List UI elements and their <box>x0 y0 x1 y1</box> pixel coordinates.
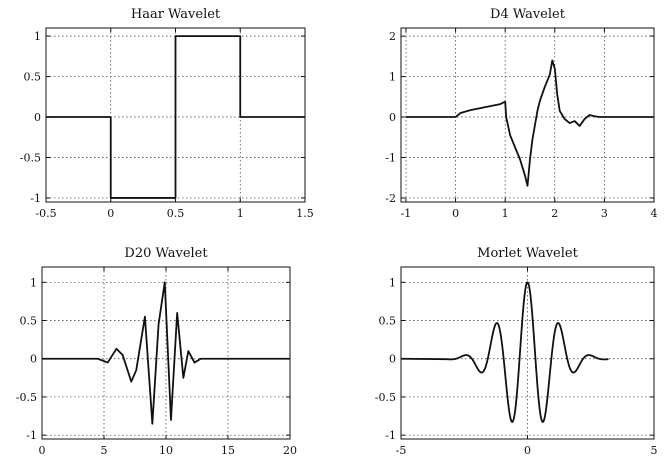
morlet-y-tick-label: -1 <box>385 429 396 442</box>
haar-y-tick-label: -1 <box>30 192 41 205</box>
d20-x-tick-label: 0 <box>39 444 46 457</box>
d20-y-tick-label: -0.5 <box>16 391 37 404</box>
morlet-x-tick-label: 5 <box>651 444 658 457</box>
d20-chart-title: D20 Wavelet <box>124 246 208 261</box>
d4-x-tick-label: 4 <box>651 207 658 220</box>
d4-y-tick-label: -1 <box>385 151 396 164</box>
morlet-chart-title: Morlet Wavelet <box>477 246 578 261</box>
morlet-chart: -5 0 5 1 0.5 0 -0.5 -1 Morlet Wavelet <box>375 246 658 457</box>
d4-x-tick-label: -1 <box>401 207 412 220</box>
d4-chart: -1 0 1 2 3 4 2 1 0 -1 -2 D4 Wavelet <box>385 7 657 220</box>
d4-plot-frame <box>400 27 655 203</box>
d20-x-tick-label: 20 <box>283 444 297 457</box>
d20-chart: 0 5 10 15 20 1 0.5 0 -0.5 -1 D20 Wavelet <box>16 246 297 457</box>
morlet-series-line <box>400 281 609 423</box>
d4-x-tick-label: 2 <box>551 207 558 220</box>
morlet-y-tick-label: 0 <box>389 353 396 366</box>
d20-x-tick-label: 10 <box>159 444 173 457</box>
d4-chart-title: D4 Wavelet <box>490 7 566 22</box>
haar-y-tick-label: 0.5 <box>24 71 42 84</box>
d4-x-tick-label: 3 <box>601 207 608 220</box>
d20-y-tick-label: 1 <box>30 276 37 289</box>
d20-y-tick-label: 0 <box>30 353 37 366</box>
morlet-y-tick-label: 1 <box>389 276 396 289</box>
d4-y-tick-label: 1 <box>389 71 396 84</box>
d4-y-tick-label: 2 <box>389 30 396 43</box>
haar-y-tick-label: 1 <box>34 30 41 43</box>
haar-x-tick-label: 1 <box>237 207 244 220</box>
morlet-x-tick-label: -5 <box>396 444 407 457</box>
d20-series-line <box>42 281 290 425</box>
haar-y-tick-label: 0 <box>34 111 41 124</box>
d20-y-tick-label: 0.5 <box>20 315 38 328</box>
haar-x-tick-label: 1.5 <box>296 207 314 220</box>
haar-x-tick-label: 0.5 <box>167 207 185 220</box>
d4-series-line <box>405 59 654 187</box>
haar-y-tick-label: -0.5 <box>20 151 41 164</box>
d20-x-tick-label: 15 <box>221 444 235 457</box>
haar-chart-title: Haar Wavelet <box>131 7 221 22</box>
d20-y-tick-label: -1 <box>26 429 37 442</box>
d20-x-tick-label: 5 <box>101 444 108 457</box>
d4-y-tick-label: 0 <box>389 111 396 124</box>
morlet-y-tick-label: -0.5 <box>375 391 396 404</box>
d4-x-tick-label: 0 <box>452 207 459 220</box>
haar-chart: -0.5 0 0.5 1 1.5 1 0.5 0 -0.5 -1 Haar Wavelet <box>20 7 314 220</box>
morlet-plot-frame <box>400 266 655 440</box>
d4-x-tick-label: 1 <box>502 207 509 220</box>
haar-x-tick-label: -0.5 <box>35 207 56 220</box>
morlet-x-tick-label: 0 <box>524 444 531 457</box>
morlet-y-tick-label: 0.5 <box>379 315 397 328</box>
haar-x-tick-label: 0 <box>107 207 114 220</box>
d4-y-tick-label: -2 <box>385 192 396 205</box>
haar-series-line <box>46 35 305 199</box>
